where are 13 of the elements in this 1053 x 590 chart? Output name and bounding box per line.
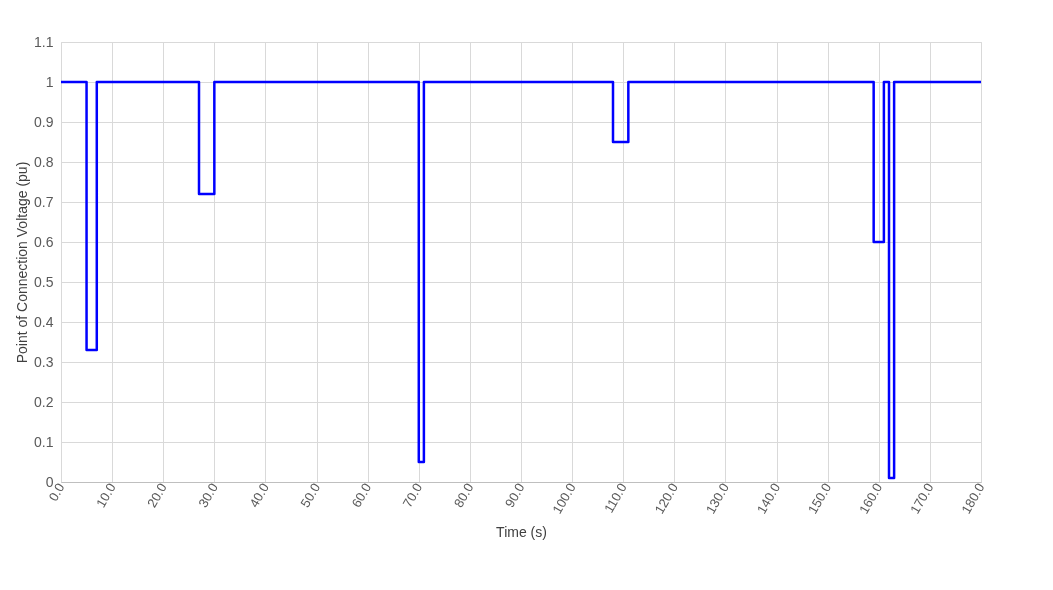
y-tick-label: 0.1 — [34, 433, 54, 450]
y-tick-label: 0.5 — [34, 273, 54, 290]
y-tick-label: 0.6 — [34, 233, 54, 250]
y-tick-label: 1.1 — [34, 33, 54, 50]
x-axis-title: Time (s) — [496, 524, 547, 541]
y-tick-label: 0.7 — [34, 193, 54, 210]
y-axis-title: Point of Connection Voltage (pu) — [14, 161, 31, 364]
y-tick-label: 0.3 — [34, 353, 54, 370]
y-tick-label: 0.4 — [34, 313, 54, 330]
y-tick-label: 1 — [45, 73, 54, 90]
y-tick-label: 0.2 — [34, 393, 54, 410]
y-tick-label: 0.9 — [34, 113, 54, 130]
y-tick-label: 0.8 — [34, 153, 54, 170]
